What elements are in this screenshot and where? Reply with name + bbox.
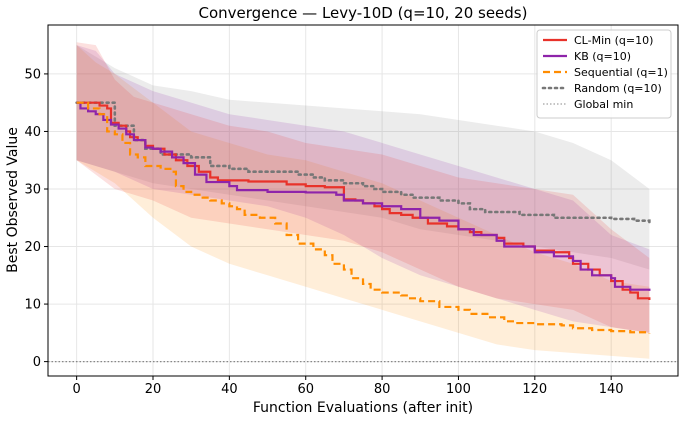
legend-label: Sequential (q=1) [574,66,668,79]
x-tick-label: 40 [221,382,238,397]
x-tick-label: 0 [72,382,80,397]
y-tick-label: 30 [24,182,41,197]
x-tick-label: 100 [446,382,471,397]
legend-label: KB (q=10) [574,50,631,63]
kb-q-10-line [76,101,651,291]
y-tick-label: 0 [33,355,41,370]
x-tick-label: 80 [374,382,391,397]
y-tick-label: 50 [24,67,41,82]
x-tick-label: 60 [297,382,314,397]
y-tick-label: 10 [24,298,41,313]
axis-ticks: 0 20 40 60 80 100 120 140 0 10 20 30 40 50 [24,67,623,397]
cl-min-q-10-band [76,42,650,333]
legend-label: Random (q=10) [574,82,662,95]
y-axis-label: Best Observed Value [5,127,21,273]
chart-title: Convergence — Levy-10D (q=10, 20 seeds) [199,4,528,22]
legend: CL-Min (q=10) KB (q=10) Sequential (q=1) Ra… [536,29,672,119]
y-tick-label: 40 [24,125,41,140]
legend-box [536,29,672,119]
legend-label: Global min [574,98,633,111]
kb-q-10-band [76,45,650,333]
random-q-10-line [75,101,651,225]
plot-frame [47,24,679,377]
series-lines [75,101,651,334]
legend-label: CL-Min (q=10) [574,34,653,47]
y-tick-label: 20 [24,240,41,255]
x-tick-label: 140 [599,382,624,397]
x-axis-label: Function Evaluations (after init) [253,400,473,416]
x-tick-label: 120 [522,382,547,397]
random-q-10-band [76,45,650,270]
x-tick-label: 20 [145,382,162,397]
